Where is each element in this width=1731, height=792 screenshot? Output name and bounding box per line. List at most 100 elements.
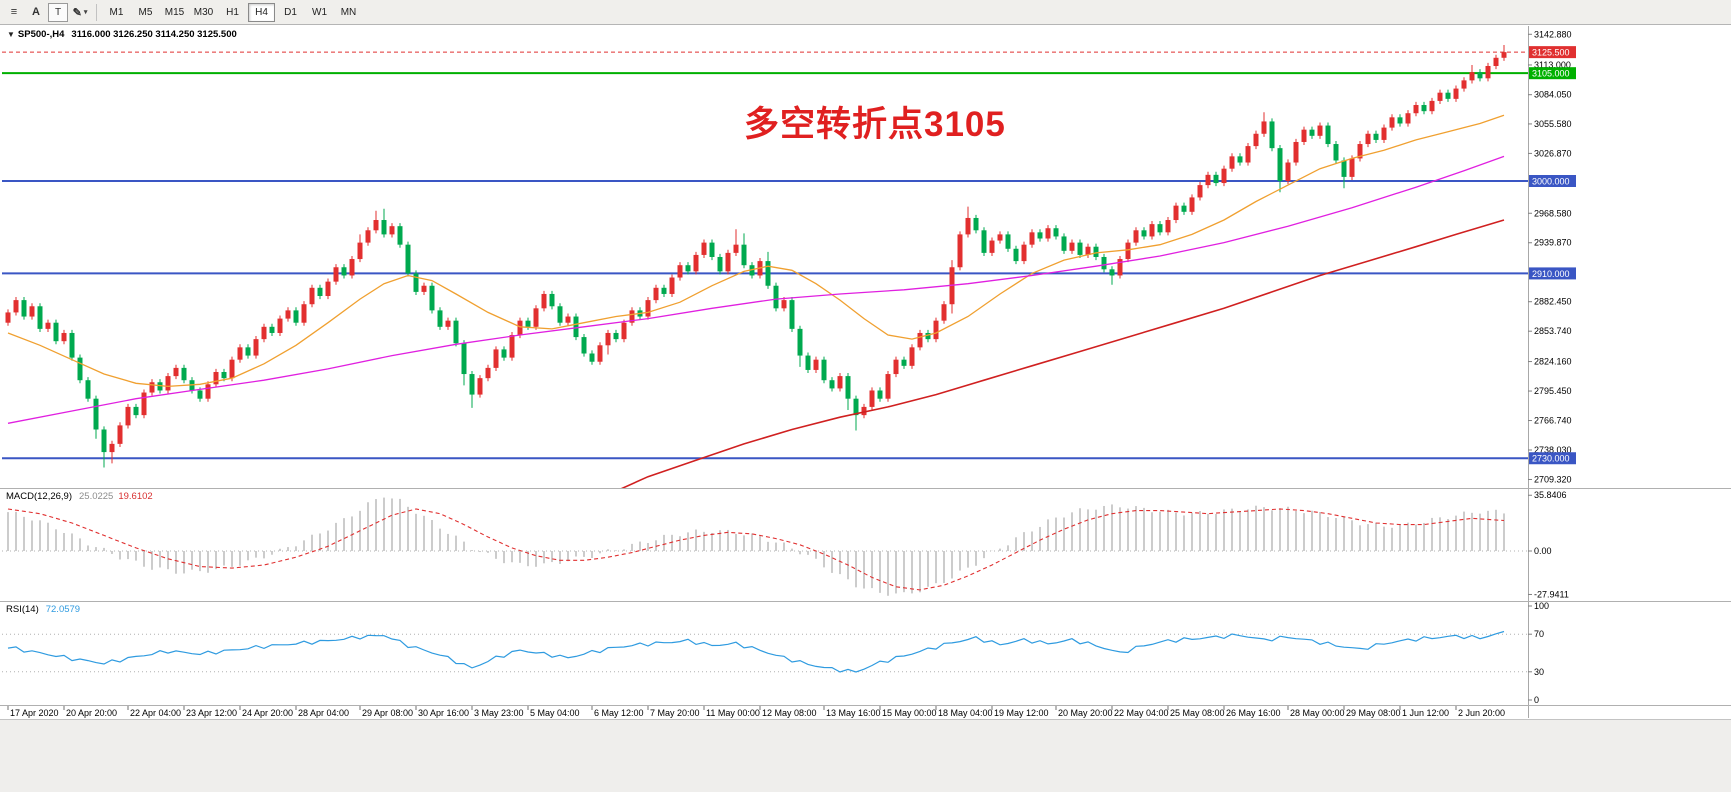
window-bottom-area bbox=[0, 719, 1731, 792]
svg-text:0: 0 bbox=[1534, 695, 1539, 705]
symbol-dropdown-icon[interactable]: ▼ bbox=[7, 30, 15, 39]
svg-text:11 May 00:00: 11 May 00:00 bbox=[706, 708, 760, 718]
ma-mid-magenta bbox=[7, 155, 1505, 424]
chart-annotation-text[interactable]: 多空转折点3105 bbox=[744, 105, 1006, 144]
svg-text:17 Apr 2020: 17 Apr 2020 bbox=[10, 708, 59, 718]
timeframe-button-h4[interactable]: H4 bbox=[248, 2, 275, 22]
time-axis[interactable]: 17 Apr 2020 20 Apr 20:00 22 Apr 04:00 23 Ap… bbox=[7, 706, 1505, 718]
svg-text:18 May 04:00: 18 May 04:00 bbox=[938, 708, 993, 718]
price-badge bbox=[1529, 46, 1576, 59]
chart-header: ▼ SP500-,H4 3116.000 3126.250 3114.250 312… bbox=[7, 29, 237, 40]
svg-text:3125.500: 3125.500 bbox=[1532, 48, 1570, 58]
chart-list-icon[interactable]: ≡ bbox=[10, 6, 18, 18]
macd-signal-value: 19.6102 bbox=[118, 491, 153, 502]
svg-text:19 May 12:00: 19 May 12:00 bbox=[994, 708, 1049, 718]
svg-text:30: 30 bbox=[1534, 667, 1544, 677]
svg-text:3113.000: 3113.000 bbox=[1534, 60, 1571, 70]
svg-text:3142.880: 3142.880 bbox=[1534, 29, 1572, 39]
svg-text:2910.000: 2910.000 bbox=[1532, 269, 1570, 279]
ma-slow-red bbox=[620, 219, 1505, 488]
timeframe-button-m15[interactable]: M15 bbox=[164, 6, 185, 18]
svg-text:24 Apr 20:00: 24 Apr 20:00 bbox=[242, 708, 293, 718]
svg-text:29 May 08:00: 29 May 08:00 bbox=[1346, 708, 1401, 718]
macd-name: MACD(12,26,9) bbox=[6, 491, 72, 502]
timeframe-button-m1[interactable]: M1 bbox=[109, 6, 124, 18]
price-badge bbox=[1529, 175, 1576, 187]
svg-text:30 Apr 16:00: 30 Apr 16:00 bbox=[418, 708, 469, 718]
rsi-value: 72.0579 bbox=[45, 604, 81, 615]
svg-text:7 May 20:00: 7 May 20:00 bbox=[650, 708, 700, 718]
svg-text:0.00: 0.00 bbox=[1534, 546, 1552, 556]
rsi-indicator-label: RSI(14) 72.0579 bbox=[6, 604, 80, 615]
svg-text:3000.000: 3000.000 bbox=[1532, 177, 1570, 187]
svg-text:2968.580: 2968.580 bbox=[1534, 208, 1572, 218]
svg-text:20 Apr 20:00: 20 Apr 20:00 bbox=[66, 708, 117, 718]
svg-text:70: 70 bbox=[1534, 629, 1544, 639]
svg-text:2 Jun 20:00: 2 Jun 20:00 bbox=[1458, 708, 1505, 718]
macd-indicator-label: MACD(12,26,9) 25.0225 19.6102 bbox=[6, 491, 153, 502]
svg-text:12 May 08:00: 12 May 08:00 bbox=[762, 708, 817, 718]
svg-text:22 Apr 04:00: 22 Apr 04:00 bbox=[130, 708, 181, 718]
svg-text:2795.450: 2795.450 bbox=[1534, 386, 1572, 396]
price-badge bbox=[1529, 452, 1576, 465]
hlines-group[interactable] bbox=[2, 72, 1528, 460]
price-axis[interactable]: 3142.880 3113.000 3084.050 3055.580 3026.870… bbox=[1528, 26, 1576, 718]
svg-text:1 Jun 12:00: 1 Jun 12:00 bbox=[1402, 708, 1449, 718]
toolbar-separator bbox=[96, 3, 97, 21]
svg-text:2824.160: 2824.160 bbox=[1534, 357, 1572, 367]
macd-panel[interactable] bbox=[2, 497, 1528, 596]
svg-text:100: 100 bbox=[1534, 601, 1549, 611]
svg-text:25 May 08:00: 25 May 08:00 bbox=[1170, 708, 1225, 718]
text-tool-icon[interactable]: T bbox=[48, 2, 68, 22]
symbol-timeframe-label: SP500-,H4 bbox=[17, 29, 65, 40]
svg-text:28 May 00:00: 28 May 00:00 bbox=[1290, 708, 1345, 718]
macd-main-value: 25.0225 bbox=[79, 491, 114, 502]
toolbar-icon-group: ≡ A T ✎ ▾ bbox=[3, 2, 91, 22]
price-badge bbox=[1529, 267, 1576, 280]
timeframe-button-w1[interactable]: W1 bbox=[312, 6, 327, 18]
svg-text:2766.740: 2766.740 bbox=[1534, 416, 1572, 426]
rsi-name: RSI(14) bbox=[6, 604, 39, 615]
svg-text:2853.740: 2853.740 bbox=[1534, 326, 1572, 336]
timeframe-button-m30[interactable]: M30 bbox=[193, 6, 214, 18]
timeframe-button-d1[interactable]: D1 bbox=[284, 6, 297, 18]
macd-signal-line bbox=[7, 508, 1505, 591]
svg-text:6 May 12:00: 6 May 12:00 bbox=[594, 708, 644, 718]
timeframe-button-m5[interactable]: M5 bbox=[138, 6, 153, 18]
svg-text:2882.450: 2882.450 bbox=[1534, 297, 1572, 307]
price-badge bbox=[1529, 67, 1576, 80]
svg-text:23 Apr 12:00: 23 Apr 12:00 bbox=[186, 708, 237, 718]
svg-text:15 May 00:00: 15 May 00:00 bbox=[882, 708, 937, 718]
timeframe-button-group: M1 M5 M15 M30 H1 H4 D1 W1 MN bbox=[102, 2, 363, 22]
svg-text:-27.9411: -27.9411 bbox=[1534, 589, 1569, 599]
svg-text:26 May 16:00: 26 May 16:00 bbox=[1226, 708, 1281, 718]
font-tool-icon[interactable]: A bbox=[32, 6, 40, 18]
svg-text:22 May 04:00: 22 May 04:00 bbox=[1114, 708, 1169, 718]
svg-text:3084.050: 3084.050 bbox=[1534, 90, 1572, 100]
toolbar: ≡ A T ✎ ▾ M1 M5 M15 M30 H1 H4 D1 W1 MN bbox=[0, 0, 1731, 25]
svg-text:13 May 16:00: 13 May 16:00 bbox=[826, 708, 881, 718]
svg-text:3 May 23:00: 3 May 23:00 bbox=[474, 708, 524, 718]
svg-text:3026.870: 3026.870 bbox=[1534, 148, 1572, 158]
svg-text:2709.320: 2709.320 bbox=[1534, 474, 1572, 484]
svg-text:5 May 04:00: 5 May 04:00 bbox=[530, 708, 580, 718]
candles-group[interactable] bbox=[5, 44, 1507, 468]
colors-tool-icon[interactable]: ✎ ▾ bbox=[72, 6, 88, 19]
ma-fast-orange bbox=[7, 114, 1505, 388]
svg-text:2939.870: 2939.870 bbox=[1534, 238, 1572, 248]
ohlc-values: 3116.000 3126.250 3114.250 3125.500 bbox=[71, 29, 237, 40]
svg-text:2738.030: 2738.030 bbox=[1534, 445, 1572, 455]
svg-text:28 Apr 04:00: 28 Apr 04:00 bbox=[298, 708, 349, 718]
timeframe-button-h1[interactable]: H1 bbox=[226, 6, 239, 18]
timeframe-button-mn[interactable]: MN bbox=[340, 6, 357, 18]
svg-text:20 May 20:00: 20 May 20:00 bbox=[1058, 708, 1113, 718]
ma-lines-group bbox=[7, 114, 1505, 488]
svg-text:3105.000: 3105.000 bbox=[1532, 69, 1570, 79]
svg-text:35.8406: 35.8406 bbox=[1534, 490, 1567, 500]
svg-text:29 Apr 08:00: 29 Apr 08:00 bbox=[362, 708, 413, 718]
rsi-line bbox=[7, 630, 1505, 673]
svg-text:2730.000: 2730.000 bbox=[1532, 454, 1570, 464]
rsi-panel[interactable] bbox=[2, 630, 1528, 673]
